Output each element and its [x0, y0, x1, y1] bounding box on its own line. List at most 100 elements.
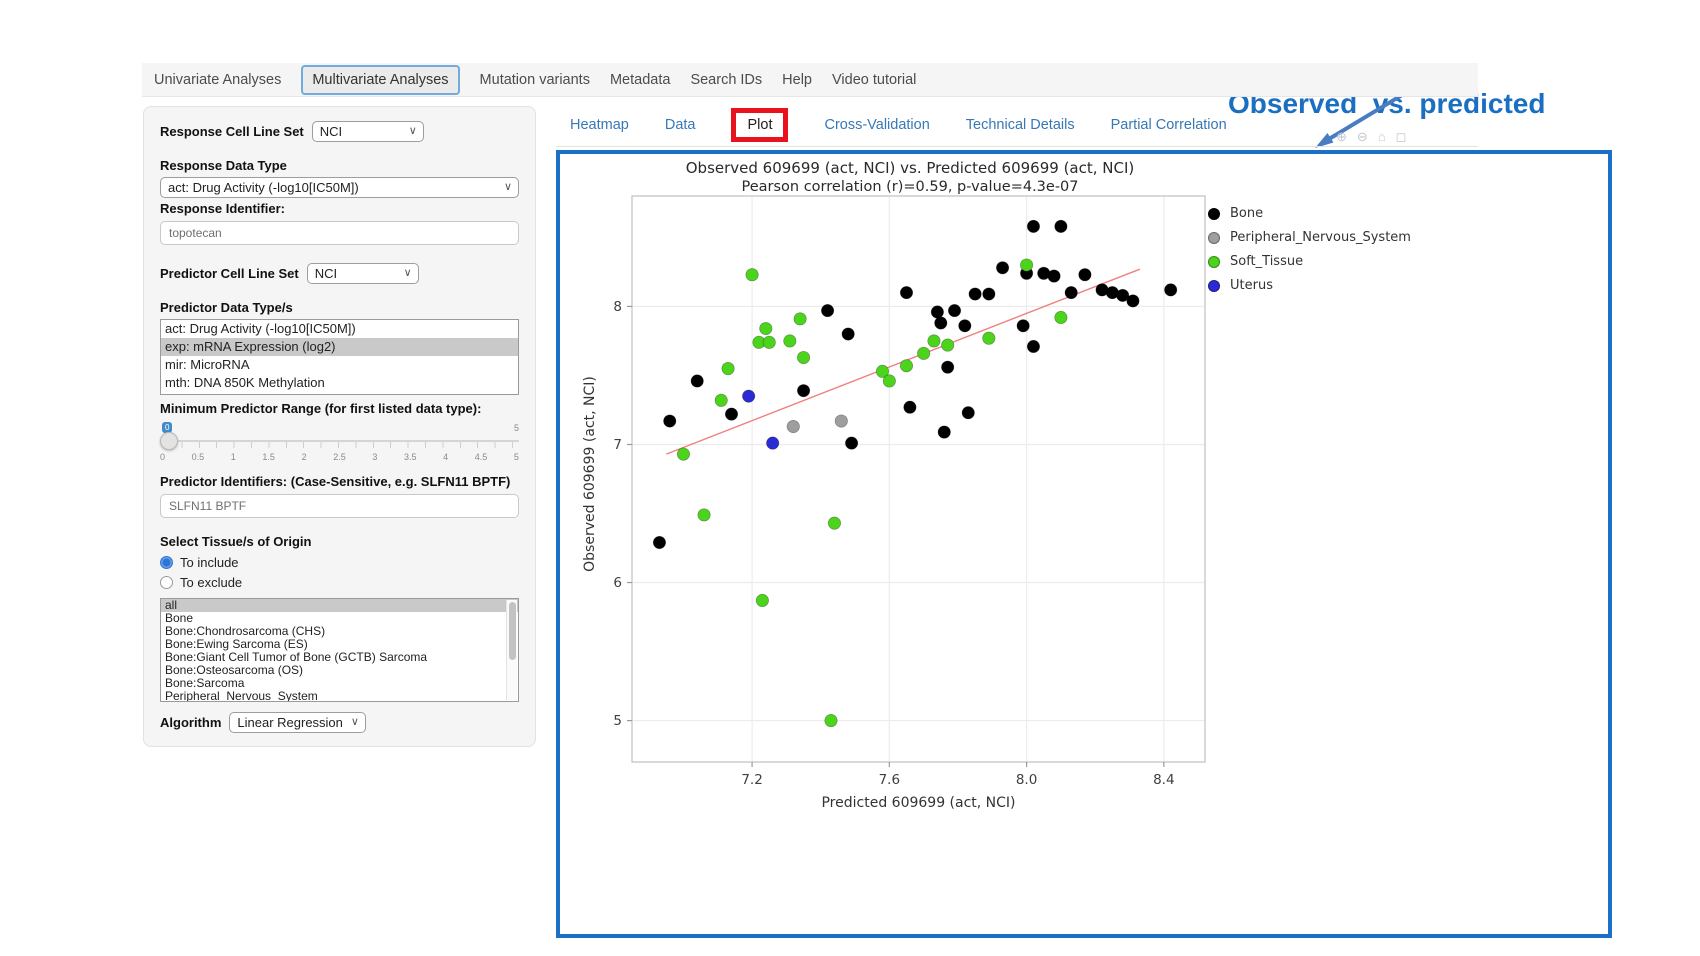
- list-item[interactable]: Bone:Osteosarcoma (OS): [165, 663, 304, 677]
- algorithm-select[interactable]: Linear Regression ∨: [229, 712, 366, 733]
- response-cell-line-set-select[interactable]: NCI ∨: [311, 121, 424, 142]
- scatter-point-bone: [841, 327, 855, 341]
- response-identifier-input[interactable]: topotecan: [160, 221, 519, 245]
- list-item[interactable]: Bone:Ewing Sarcoma (ES): [165, 637, 308, 651]
- predictor-identifiers-input[interactable]: SLFN11 BPTF: [160, 494, 519, 518]
- divider: [556, 146, 1478, 147]
- list-item[interactable]: act: Drug Activity (-log10[IC50M]): [165, 321, 356, 336]
- scatter-point-bone: [821, 304, 835, 318]
- scatter-point-bone: [968, 287, 982, 301]
- scatter-point-bone: [982, 287, 996, 301]
- list-item[interactable]: Bone: [165, 611, 194, 625]
- bone-dot-icon: [1208, 207, 1220, 220]
- chevron-down-icon: ∨: [503, 181, 512, 193]
- scatter-point-bone: [1026, 219, 1040, 233]
- scatter-point-soft_tissue: [827, 516, 841, 530]
- nav-tab-metadata[interactable]: Metadata: [609, 71, 671, 88]
- list-item[interactable]: mth: DNA 850K Methylation: [165, 375, 325, 390]
- scatter-point-peripheral_nervous_system: [834, 414, 848, 428]
- slider-max-label: 5: [513, 423, 519, 433]
- radio-to-exclude[interactable]: [160, 576, 173, 589]
- response-data-type-select[interactable]: act: Drug Activity (-log10[IC50M]) ∨: [160, 177, 519, 198]
- min-predictor-range-label: Minimum Predictor Range (for first liste…: [160, 401, 482, 416]
- result-subtabs: Heatmap Data Plot Cross-Validation Techn…: [570, 104, 1227, 146]
- scatter-point-bone: [652, 535, 666, 550]
- scatter-point-bone: [724, 407, 739, 421]
- scatter-point-bone: [1116, 288, 1130, 302]
- response-data-type-label: Response Data Type: [160, 158, 287, 173]
- scatter-point-soft_tissue: [762, 335, 776, 349]
- x-tick-label: 7.2: [741, 772, 762, 788]
- list-item[interactable]: Bone:Sarcoma: [165, 676, 245, 690]
- predictor-identifiers-label: Predictor Identifiers: (Case-Sensitive, …: [160, 474, 511, 489]
- slider-rail[interactable]: [160, 440, 519, 442]
- subtab-partial-correlation[interactable]: Partial Correlation: [1110, 117, 1227, 133]
- chevron-down-icon: ∨: [350, 716, 359, 728]
- legend-item-soft-tissue[interactable]: Soft_Tissue: [1208, 254, 1411, 269]
- nav-tab-mutation-variants[interactable]: Mutation variants: [479, 71, 590, 88]
- home-icon[interactable]: ⌂: [1377, 129, 1386, 144]
- subtab-cross-validation[interactable]: Cross-Validation: [824, 117, 930, 133]
- soft-tissue-dot-icon: [1208, 255, 1220, 268]
- scatter-point-bone: [663, 414, 677, 428]
- y-tick-label: 7: [613, 437, 622, 453]
- scatter-point-soft_tissue: [1054, 310, 1068, 325]
- radio-to-include-label: To include: [180, 555, 239, 570]
- slider-handle[interactable]: [160, 432, 178, 450]
- nav-tab-help[interactable]: Help: [782, 71, 812, 88]
- legend-item-uterus[interactable]: Uterus: [1208, 278, 1411, 293]
- scatter-point-soft_tissue: [697, 508, 711, 522]
- scatter-point-soft_tissue: [759, 321, 773, 336]
- plot-container: Observed 609699 (act, NCI) vs. Predicted…: [556, 150, 1612, 938]
- nav-tab-univariate-analyses[interactable]: Univariate Analyses: [154, 71, 282, 88]
- scatter-point-bone: [934, 316, 948, 330]
- scatter-plot-canvas[interactable]: 7.2 7.6 8.0 8.4 5 6 7 8 Predicted 609699 (act, N…: [570, 190, 1215, 845]
- subtab-technical-details[interactable]: Technical Details: [965, 117, 1075, 133]
- scatter-point-bone: [899, 286, 914, 300]
- legend-item-bone[interactable]: Bone: [1208, 206, 1411, 221]
- list-item-selected[interactable]: all: [161, 599, 518, 612]
- radio-to-include[interactable]: [160, 556, 173, 569]
- plot-modebar: ⊕ ⊖ ⌂ ◻: [1336, 129, 1406, 145]
- scatter-point-bone: [845, 436, 859, 450]
- scrollbar[interactable]: [506, 600, 517, 700]
- box-select-icon[interactable]: ◻: [1395, 129, 1407, 144]
- top-navbar: Univariate Analyses Multivariate Analyse…: [142, 63, 1478, 97]
- scatter-point-soft_tissue: [917, 346, 931, 360]
- legend-item-peripheral-nervous-system[interactable]: Peripheral_Nervous_System: [1208, 230, 1411, 245]
- scatter-point-soft_tissue: [714, 393, 728, 407]
- scrollbar-thumb[interactable]: [509, 602, 516, 660]
- scatter-point-bone: [1064, 286, 1078, 300]
- subtab-data[interactable]: Data: [664, 117, 696, 133]
- scatter-point-bone: [903, 400, 917, 414]
- scatter-point-soft_tissue: [882, 374, 896, 388]
- x-tick-label: 8.0: [1016, 772, 1037, 788]
- nav-tab-video-tutorial[interactable]: Video tutorial: [832, 71, 917, 88]
- scatter-point-soft_tissue: [927, 334, 941, 348]
- zoom-out-icon[interactable]: ⊖: [1356, 129, 1368, 144]
- response-cell-line-set-label: Response Cell Line Set: [160, 123, 304, 139]
- list-item[interactable]: Peripheral_Nervous_System: [165, 689, 318, 702]
- nav-tab-search-ids[interactable]: Search IDs: [690, 71, 763, 88]
- zoom-in-icon[interactable]: ⊕: [1336, 129, 1347, 144]
- subtab-plot[interactable]: Plot: [747, 117, 773, 133]
- nav-tab-multivariate-analyses[interactable]: Multivariate Analyses: [301, 64, 460, 95]
- list-item[interactable]: Bone:Giant Cell Tumor of Bone (GCTB) Sar…: [165, 650, 428, 664]
- plot-tab-highlight-box: Plot: [731, 108, 789, 142]
- predictor-cell-line-set-select[interactable]: NCI ∨: [306, 263, 419, 284]
- min-predictor-range-slider[interactable]: 0 5 0 0.5 1 1.5 2 2.5 3 3.5 4 4.5 5: [160, 422, 519, 468]
- list-item[interactable]: mir: MicroRNA: [165, 357, 250, 372]
- predictor-cell-line-set-label: Predictor Cell Line Set: [160, 265, 299, 281]
- tissue-listbox[interactable]: all Bone Bone:Chondrosarcoma (CHS) Bone:…: [160, 598, 519, 702]
- scatter-point-bone: [996, 261, 1010, 275]
- x-tick-label: 8.4: [1153, 772, 1174, 788]
- scatter-point-bone: [941, 360, 955, 374]
- x-axis-label: Predicted 609699 (act, NCI): [821, 795, 1015, 811]
- predictor-data-types-listbox[interactable]: act: Drug Activity (-log10[IC50M]) exp: …: [160, 319, 519, 395]
- slider-ticks: [164, 442, 515, 448]
- subtab-heatmap[interactable]: Heatmap: [570, 117, 629, 133]
- scatter-point-soft_tissue: [721, 362, 735, 376]
- scatter-point-soft_tissue: [745, 268, 759, 282]
- list-item-selected[interactable]: exp: mRNA Expression (log2): [161, 338, 518, 356]
- list-item[interactable]: Bone:Chondrosarcoma (CHS): [165, 624, 326, 638]
